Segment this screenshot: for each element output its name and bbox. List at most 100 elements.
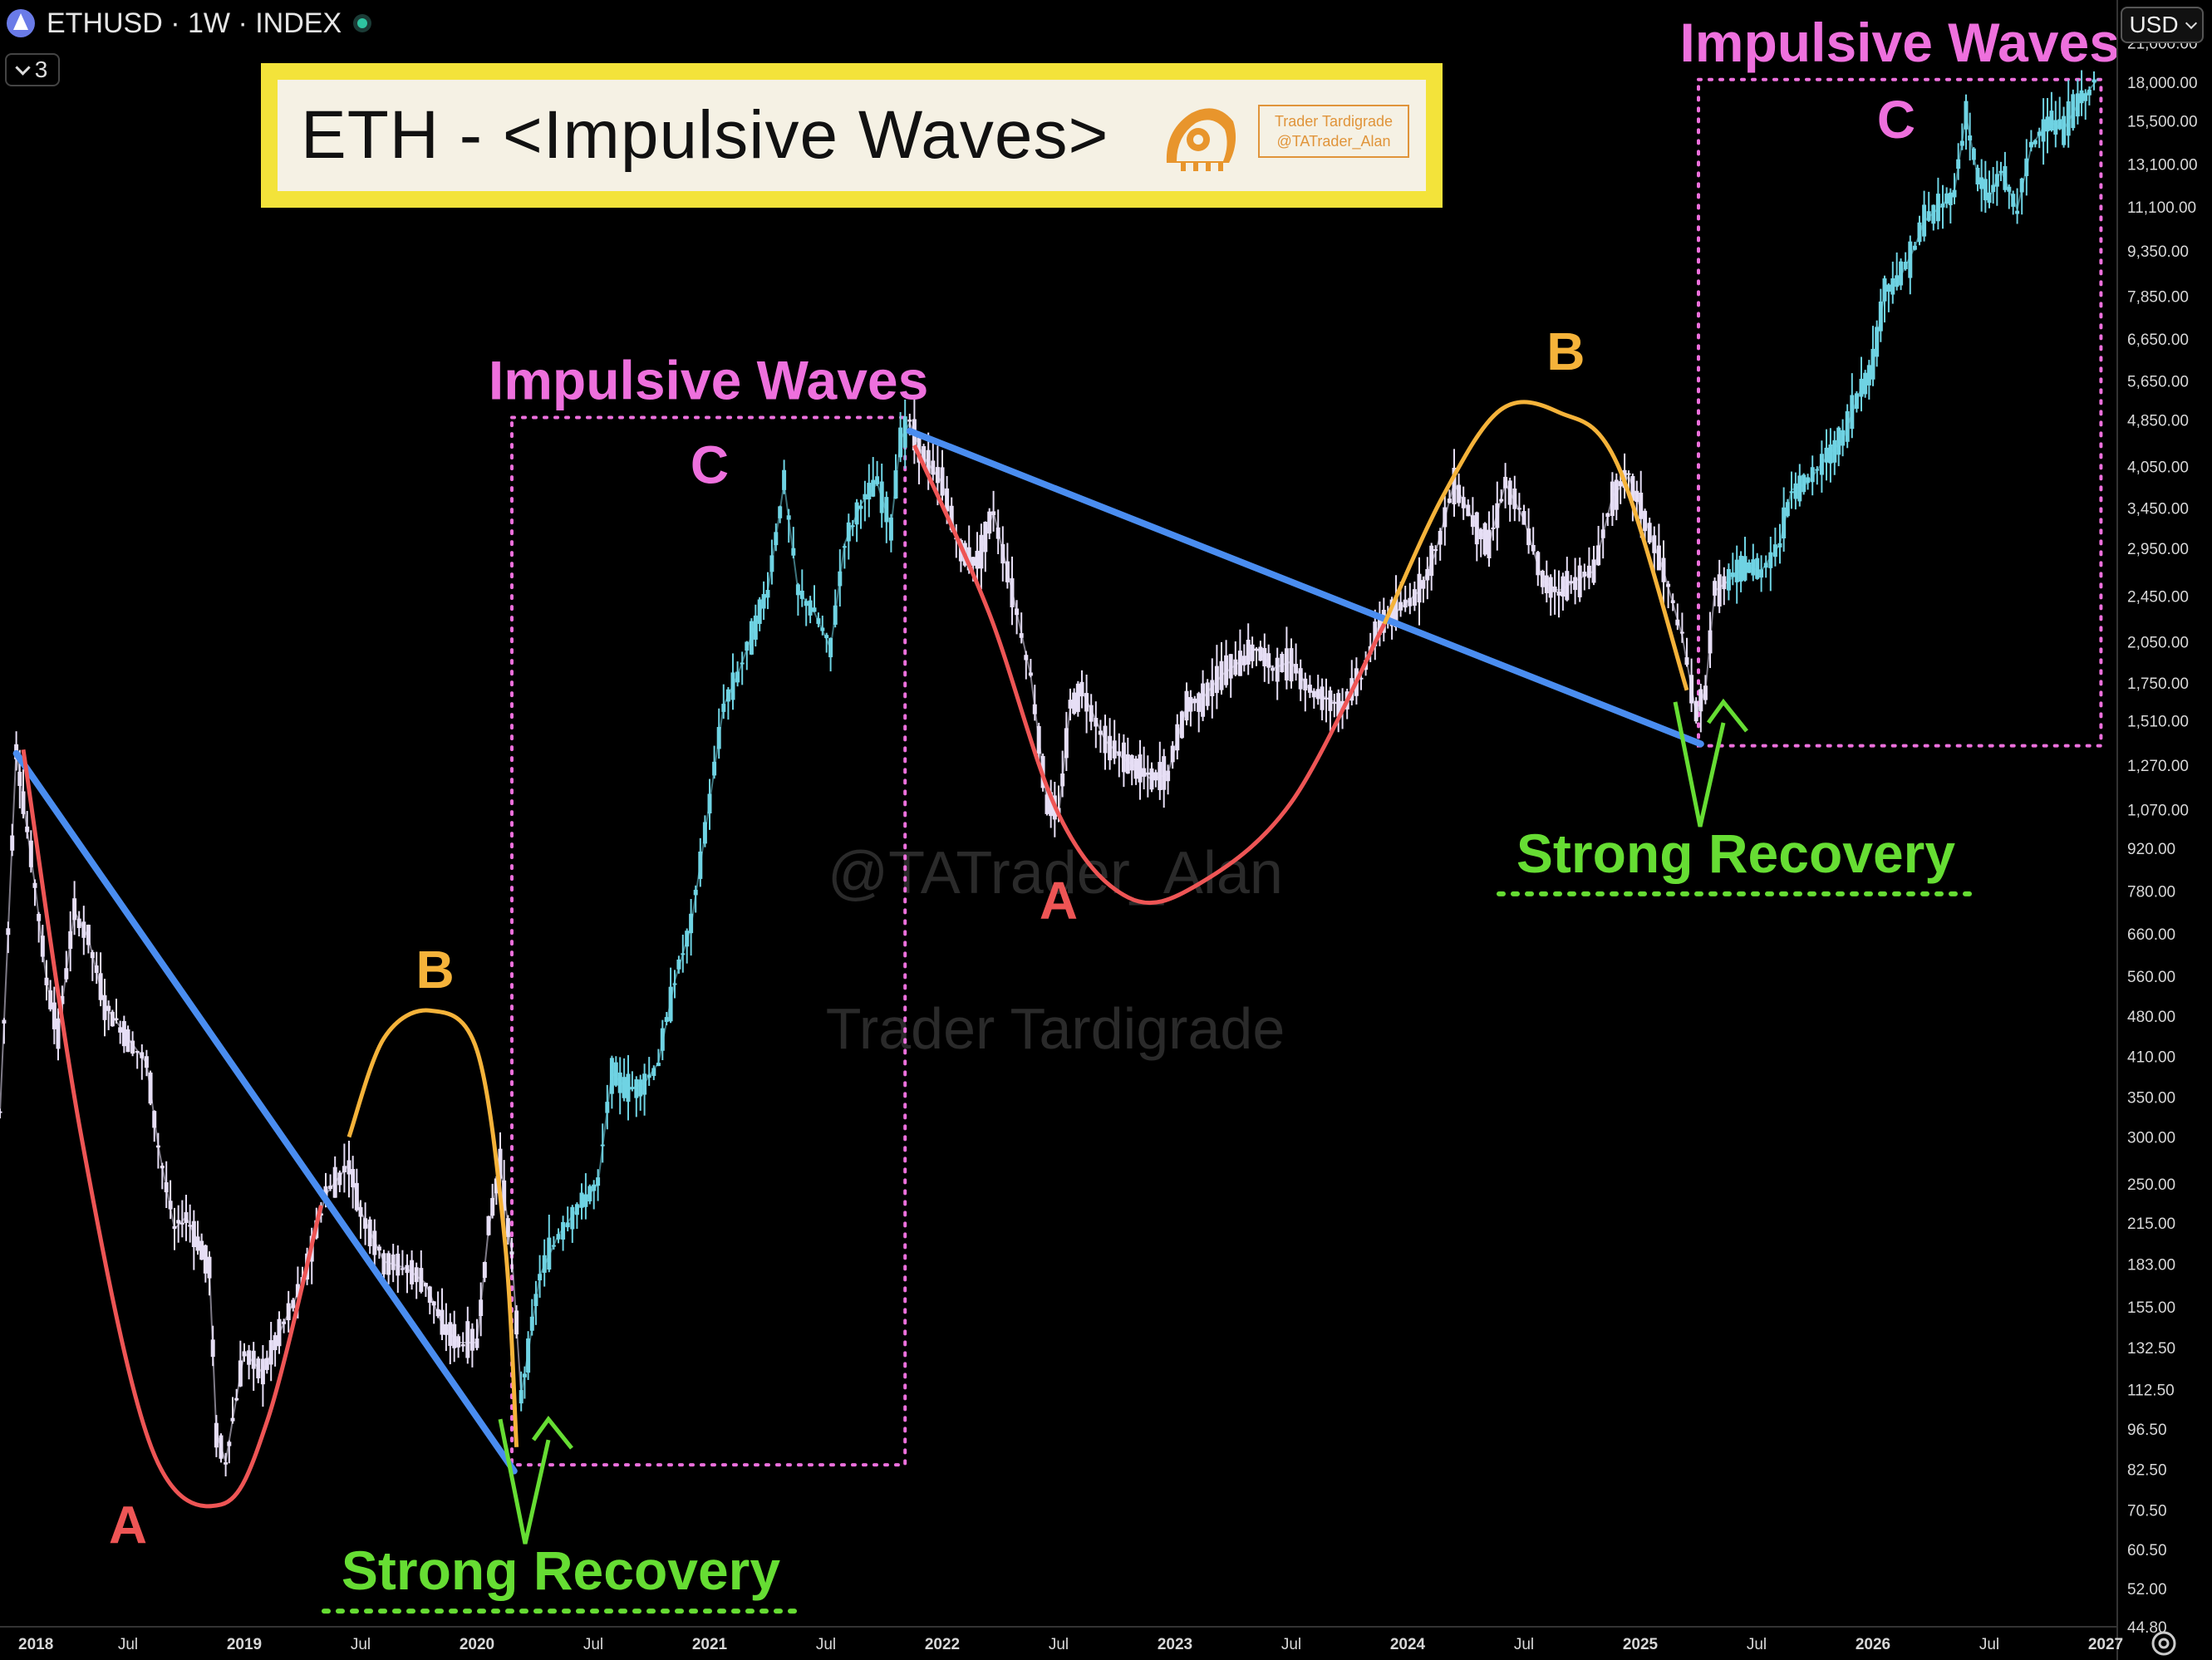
candle-body bbox=[28, 840, 33, 867]
candle-body bbox=[32, 882, 37, 888]
candle-body bbox=[1994, 174, 1999, 187]
candle-body bbox=[1561, 576, 1566, 597]
candle-body bbox=[1060, 774, 1065, 787]
candle-body bbox=[979, 534, 984, 569]
candle-body bbox=[1507, 480, 1512, 505]
candle-body bbox=[565, 1222, 570, 1228]
candle-body bbox=[1582, 572, 1587, 577]
currency-select[interactable]: USD bbox=[2121, 7, 2204, 43]
price-tick-label: 52.00 bbox=[2127, 1581, 2167, 1599]
candle-body bbox=[21, 791, 26, 814]
candle-body bbox=[820, 627, 825, 631]
candle-body bbox=[898, 427, 903, 458]
candle-body bbox=[1917, 222, 1922, 243]
candle-body bbox=[37, 913, 42, 921]
price-tick-label: 155.00 bbox=[2127, 1299, 2175, 1317]
candle-body bbox=[808, 600, 813, 616]
candle-body bbox=[1797, 475, 1802, 502]
price-tick-label: 96.50 bbox=[2127, 1422, 2167, 1439]
candle-body bbox=[1457, 484, 1462, 503]
candle-body bbox=[1394, 597, 1398, 627]
candle-body bbox=[854, 502, 859, 525]
indicator-collapse-button[interactable]: 3 bbox=[5, 53, 60, 86]
symbol-line: ETHUSD · 1W · INDEX bbox=[47, 7, 342, 39]
candle-body bbox=[867, 483, 872, 500]
recovery-label: Strong Recovery bbox=[1516, 823, 1955, 884]
candle-body bbox=[1556, 591, 1561, 596]
candle-body bbox=[1738, 555, 1743, 582]
candle-body bbox=[863, 494, 868, 500]
candle-body bbox=[282, 1321, 287, 1324]
candle-body bbox=[1878, 301, 1883, 332]
candle-body bbox=[195, 1236, 200, 1251]
candle-body bbox=[1474, 512, 1479, 545]
candle-body bbox=[786, 515, 791, 520]
candle-body bbox=[1275, 657, 1280, 682]
candle-body bbox=[1138, 754, 1143, 783]
candle-body bbox=[1698, 689, 1703, 712]
candle-body bbox=[490, 1197, 495, 1216]
candle-body bbox=[1810, 467, 1815, 483]
candle-body bbox=[1772, 544, 1777, 557]
price-tick-label: 2,050.00 bbox=[2127, 635, 2189, 652]
candle-body bbox=[551, 1245, 556, 1247]
price-line-series bbox=[520, 422, 911, 1396]
candle-body bbox=[1882, 278, 1887, 302]
candle-body bbox=[1103, 725, 1108, 754]
candle-body bbox=[707, 793, 712, 814]
candle-body bbox=[1094, 717, 1099, 727]
candle-body bbox=[135, 1051, 140, 1053]
candle-body bbox=[381, 1253, 386, 1274]
time-tick-label: 2026 bbox=[1856, 1636, 1890, 1653]
candle-body bbox=[730, 672, 735, 700]
candle-body bbox=[168, 1201, 173, 1210]
candle-body bbox=[1250, 644, 1255, 661]
candle-body bbox=[875, 476, 880, 484]
candle-body bbox=[1246, 639, 1251, 665]
title-box: ETH - <Impulsive Waves> Trader Tardigrad… bbox=[261, 63, 1443, 208]
candle-body bbox=[1863, 372, 1868, 395]
candle-body bbox=[975, 550, 980, 569]
candle-body bbox=[1793, 483, 1798, 499]
candle-body bbox=[1987, 192, 1992, 204]
candle-body bbox=[514, 1310, 519, 1335]
candle-body bbox=[251, 1350, 256, 1369]
candle-body bbox=[1926, 211, 1931, 221]
candle-body bbox=[1045, 794, 1049, 814]
time-tick-label: Jul bbox=[816, 1636, 836, 1653]
candle-body bbox=[1487, 529, 1492, 559]
candle-body bbox=[592, 1184, 597, 1191]
candle-body bbox=[1145, 772, 1150, 775]
candle-body bbox=[1903, 262, 1908, 269]
candle-body bbox=[40, 936, 45, 957]
candle-body bbox=[1233, 659, 1238, 675]
candle-body bbox=[685, 931, 690, 947]
settings-icon[interactable] bbox=[2147, 1627, 2180, 1660]
candle-body bbox=[824, 635, 829, 639]
candle-body bbox=[48, 990, 53, 1009]
candle-body bbox=[1121, 742, 1126, 773]
price-tick-label: 1,070.00 bbox=[2127, 802, 2189, 819]
candle-body bbox=[1284, 648, 1289, 680]
symbol-header[interactable]: ETHUSD · 1W · INDEX bbox=[7, 5, 372, 42]
candle-body bbox=[622, 1077, 627, 1098]
candle-body bbox=[1142, 768, 1147, 777]
candle-body bbox=[486, 1216, 491, 1235]
candle-body bbox=[1064, 728, 1069, 759]
candle-body bbox=[427, 1286, 432, 1304]
candle-body bbox=[804, 601, 809, 607]
candle-body bbox=[400, 1268, 405, 1270]
candle-body bbox=[1548, 577, 1553, 598]
candle-body bbox=[634, 1079, 639, 1098]
candle-body bbox=[1149, 768, 1154, 790]
candle-body bbox=[256, 1358, 261, 1378]
candle-body bbox=[735, 671, 740, 683]
candle-body bbox=[587, 1186, 592, 1201]
candle-body bbox=[498, 1148, 503, 1179]
candle-body bbox=[1734, 559, 1739, 582]
price-tick-label: 2,950.00 bbox=[2127, 541, 2189, 558]
candle-body bbox=[1049, 792, 1054, 817]
candle-body bbox=[583, 1194, 588, 1207]
candle-body bbox=[1768, 552, 1773, 568]
